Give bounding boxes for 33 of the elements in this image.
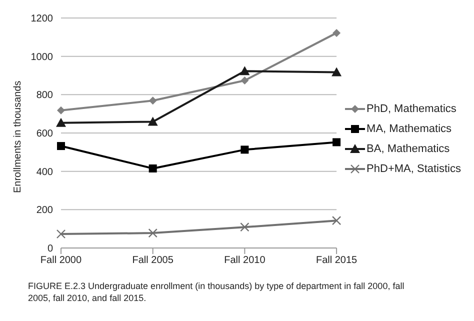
- point: [56, 229, 66, 239]
- y-tick-label: 1000: [30, 52, 54, 63]
- x-tick-label: Fall 2000: [40, 255, 82, 266]
- x-tick-label: Fall 2010: [224, 255, 266, 266]
- x-tick-label: Fall 2005: [132, 255, 174, 266]
- point: [57, 142, 65, 150]
- x-tick-label: Fall 2015: [316, 255, 358, 266]
- y-tick-label: 800: [36, 90, 54, 102]
- point: [148, 228, 158, 238]
- y-tick-label: 1200: [30, 14, 54, 25]
- legend-label: PhD+MA, Statistics: [366, 163, 461, 175]
- point: [240, 66, 250, 76]
- point: [240, 146, 249, 154]
- y-axis-title: Enrollments in thousands: [12, 80, 24, 193]
- y-tick-label: 0: [47, 244, 54, 255]
- point: [148, 96, 157, 105]
- point: [240, 222, 250, 232]
- legend-label: MA, Mathematics: [366, 123, 452, 135]
- y-tick-label: 200: [36, 205, 54, 216]
- text: FIGURE E.2.3 Undergraduate enrollment (in thousands) by type of department in fall 2000, fall 2005, fall 2010, and fall 2015.: [28, 280, 406, 304]
- point: [332, 28, 341, 37]
- legend-label: BA, Mathematics: [366, 143, 450, 155]
- point: [148, 116, 158, 126]
- point: [332, 67, 342, 76]
- point: [148, 164, 157, 172]
- y-tick-label: 400: [36, 166, 54, 178]
- point: [240, 76, 249, 84]
- point: [56, 118, 66, 127]
- point: [332, 138, 341, 146]
- y-tick-label: 600: [36, 128, 54, 140]
- legend-label: PhD, Mathematics: [366, 103, 456, 115]
- point: [332, 216, 342, 226]
- point: [57, 106, 65, 114]
